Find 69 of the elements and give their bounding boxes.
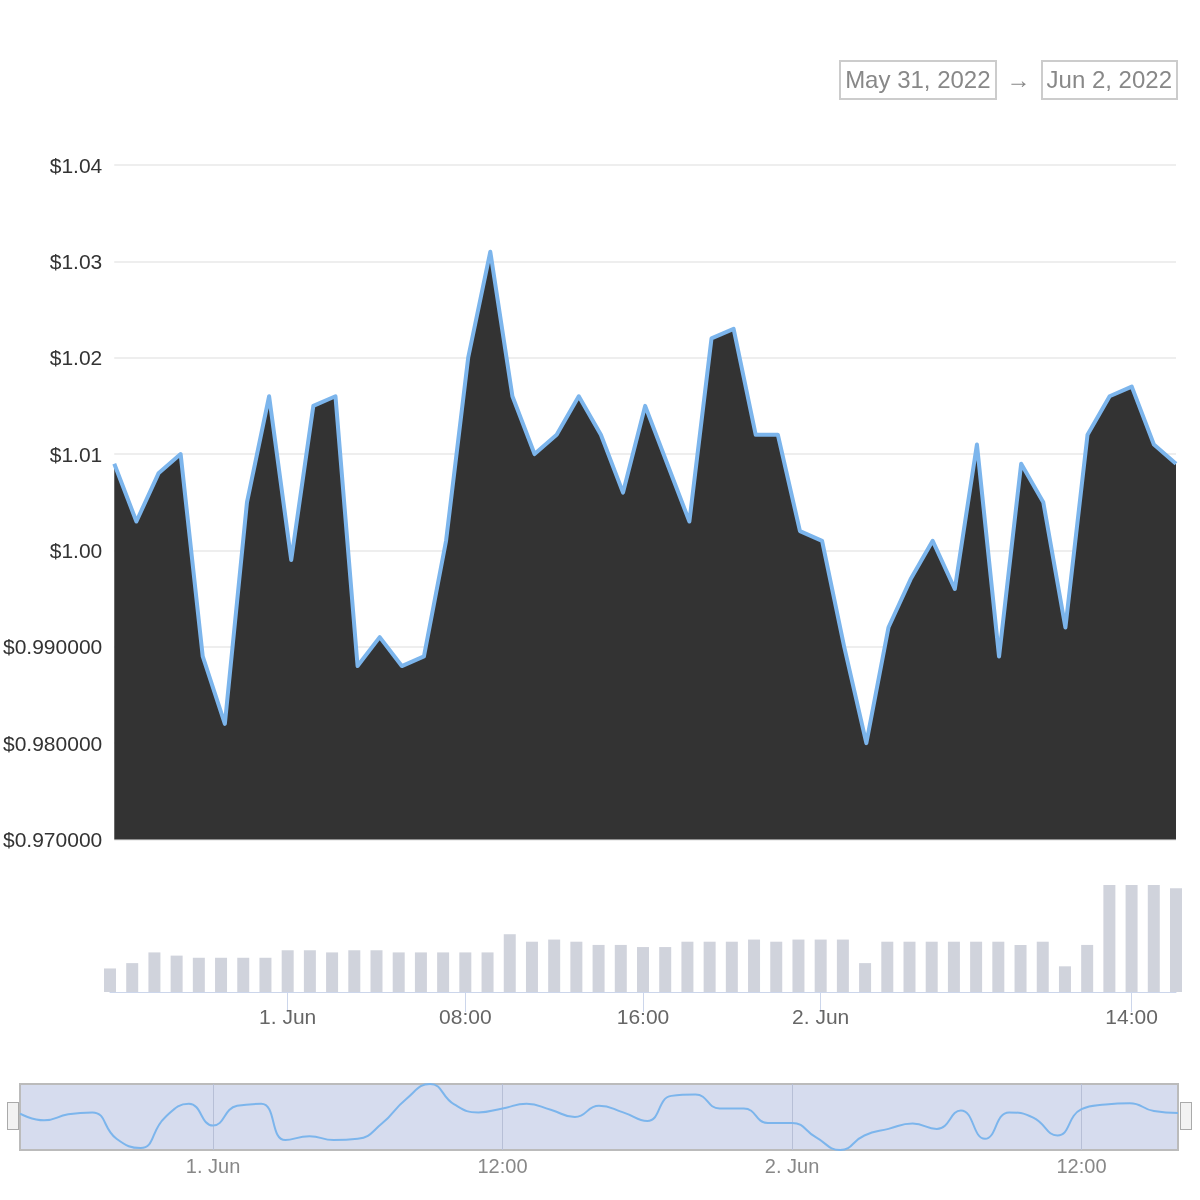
bar bbox=[570, 941, 583, 992]
x-tick-label: 1. Jun bbox=[259, 1005, 317, 1028]
bar bbox=[1036, 941, 1049, 992]
x-tick-label: 2. Jun bbox=[792, 1005, 850, 1028]
bar bbox=[859, 963, 872, 992]
bar bbox=[192, 957, 205, 992]
bar bbox=[525, 941, 538, 992]
bar bbox=[681, 941, 694, 992]
bar bbox=[881, 941, 894, 992]
bar bbox=[1081, 944, 1094, 992]
y-tick-label: $0.990000 bbox=[2, 635, 103, 659]
bar bbox=[659, 947, 672, 992]
bar bbox=[104, 968, 116, 992]
bar bbox=[992, 941, 1005, 992]
bar bbox=[126, 963, 139, 992]
y-tick-label: $1.03 bbox=[49, 249, 103, 273]
bar bbox=[970, 941, 983, 992]
x-tick-label: 16:00 bbox=[616, 1005, 670, 1028]
bar bbox=[326, 952, 339, 992]
bar bbox=[259, 957, 272, 992]
bar bbox=[148, 952, 161, 992]
bar bbox=[548, 939, 561, 992]
bar bbox=[237, 957, 250, 992]
bar bbox=[903, 941, 916, 992]
text: May 31, 2022 bbox=[839, 60, 997, 100]
bar bbox=[1125, 885, 1138, 992]
bar bbox=[947, 941, 960, 992]
bar bbox=[459, 952, 472, 992]
bar bbox=[281, 950, 294, 992]
y-tick-label: $1.04 bbox=[49, 153, 103, 177]
y-tick-label: $1.00 bbox=[49, 538, 103, 562]
bar bbox=[437, 952, 450, 992]
bar bbox=[1147, 885, 1160, 992]
bar bbox=[925, 941, 938, 992]
x-tick-label: 12:00 bbox=[477, 1155, 528, 1177]
x-tick-label: 2. Jun bbox=[764, 1155, 820, 1177]
bar bbox=[215, 957, 228, 992]
bar bbox=[348, 950, 361, 992]
x-tick-label: 08:00 bbox=[439, 1005, 492, 1028]
bar bbox=[303, 950, 316, 992]
bar bbox=[392, 952, 405, 992]
y-tick-label: $1.02 bbox=[49, 346, 103, 370]
bar bbox=[703, 941, 716, 992]
bar bbox=[792, 939, 805, 992]
bar bbox=[1058, 966, 1071, 992]
bar bbox=[1170, 888, 1182, 992]
y-tick-label: $1.01 bbox=[49, 442, 103, 466]
x-tick-label: 14:00 bbox=[1105, 1005, 1158, 1028]
bar bbox=[370, 950, 383, 992]
bar bbox=[592, 944, 605, 992]
bar bbox=[725, 941, 738, 992]
bar bbox=[614, 944, 627, 992]
bar bbox=[481, 952, 494, 992]
text: Jun 2, 2022 bbox=[1040, 60, 1178, 100]
bar bbox=[770, 941, 783, 992]
y-tick-label: $0.970000 bbox=[2, 828, 103, 851]
text: → bbox=[1006, 66, 1031, 94]
x-tick-label: 1. Jun bbox=[185, 1155, 241, 1177]
bar bbox=[814, 939, 827, 992]
bar bbox=[1014, 944, 1027, 992]
bar bbox=[637, 947, 649, 992]
bar bbox=[503, 934, 516, 992]
bar bbox=[170, 955, 183, 992]
y-tick-label: $0.980000 bbox=[2, 731, 103, 755]
bar bbox=[414, 952, 427, 992]
x-tick-label: 12:00 bbox=[1056, 1155, 1107, 1177]
bar bbox=[836, 939, 849, 992]
bar bbox=[748, 939, 761, 992]
bar bbox=[1103, 885, 1116, 992]
